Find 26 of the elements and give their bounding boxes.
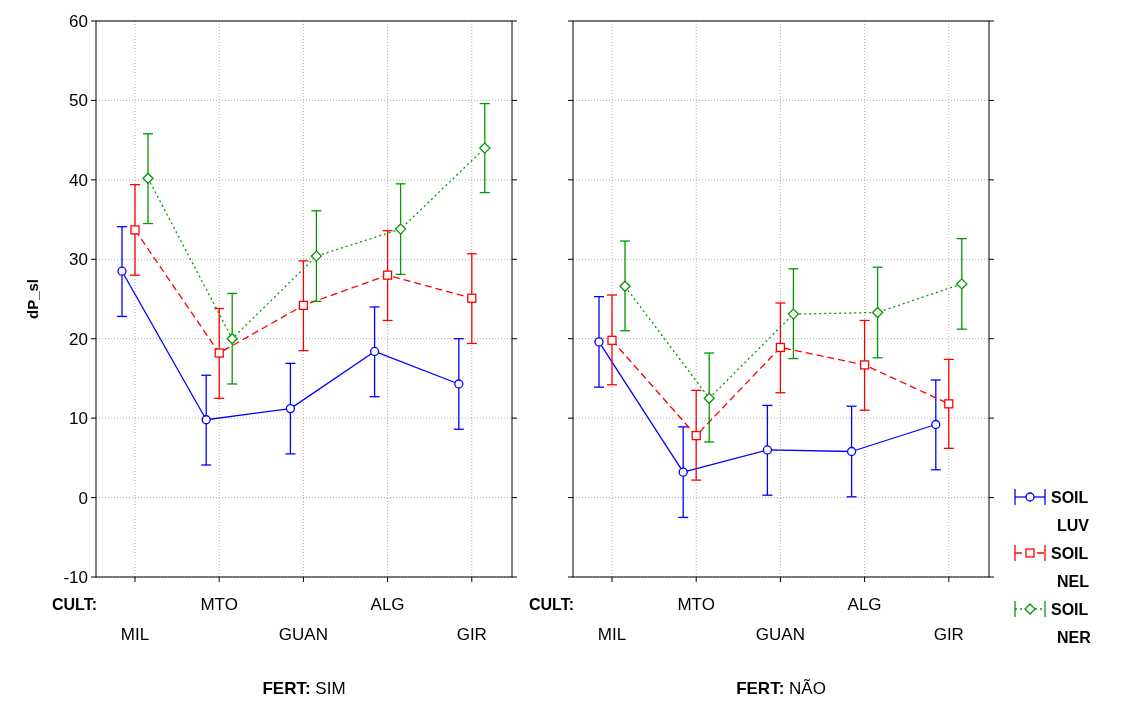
x-axis-title: FERT: NÃO xyxy=(736,679,826,698)
text: CULT: xyxy=(529,596,575,613)
y-tick-label: 0 xyxy=(78,488,88,508)
y-tick-label: 50 xyxy=(69,91,88,111)
y-tick-label: 20 xyxy=(69,329,88,349)
y-tick-label: -10 xyxy=(63,568,88,587)
x-tick-label: MTO xyxy=(677,595,715,614)
legend-label: SOIL LUV xyxy=(1051,489,1090,534)
y-tick-label: 30 xyxy=(69,250,88,270)
x-tick-label: ALG xyxy=(847,595,882,614)
x-tick-label: GIR xyxy=(933,625,964,644)
x-tick-label: MTO xyxy=(200,595,238,614)
y-tick-label: 60 xyxy=(69,12,88,31)
x-tick-label: GUAN xyxy=(278,625,328,644)
x-tick-label: GUAN xyxy=(755,625,805,644)
x-tick-label: MIL xyxy=(597,625,627,644)
legend-label: SOIL NEL xyxy=(1051,545,1090,590)
x-tick-label: MIL xyxy=(120,625,150,644)
y-axis-title: dP_sl xyxy=(24,278,41,320)
legend-label: SOIL NER xyxy=(1051,601,1092,646)
x-tick-label: ALG xyxy=(370,595,405,614)
y-tick-label: 10 xyxy=(69,409,88,429)
x-axis-title: FERT: SIM xyxy=(262,679,346,698)
y-tick-label: 40 xyxy=(69,170,88,190)
text: CULT: xyxy=(52,596,98,613)
x-tick-label: GIR xyxy=(456,625,487,644)
